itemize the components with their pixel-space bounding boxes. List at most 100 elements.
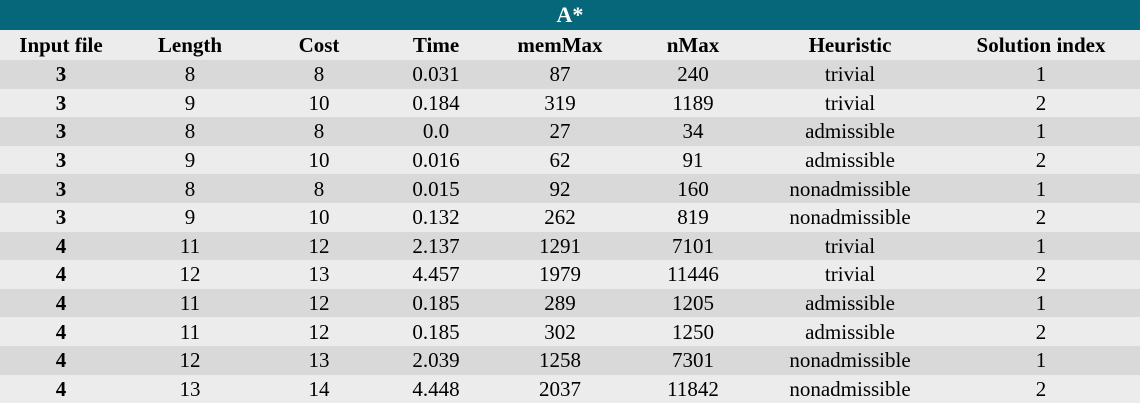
memmax-cell: 1979 (492, 260, 628, 289)
input-file-cell: 3 (0, 202, 122, 232)
table-row: 3 9 10 0.016 62 91 admissible 2 (0, 145, 1140, 175)
cost-cell: 8 (258, 117, 380, 146)
memmax-cell: 319 (492, 88, 628, 118)
nmax-cell: 1189 (628, 88, 758, 118)
heuristic-cell: admissible (758, 317, 942, 346)
header-row: Input file Length Cost Time memMax nMax … (0, 30, 1140, 60)
cost-cell: 10 (258, 145, 380, 175)
heuristic-cell: nonadmissible (758, 374, 942, 403)
cost-cell: 12 (258, 317, 380, 346)
header-time: Time (380, 30, 492, 60)
input-file-cell: 4 (0, 231, 122, 261)
table-row: 4 12 13 2.039 1258 7301 nonadmissible 1 (0, 345, 1140, 375)
input-file-cell: 4 (0, 374, 122, 403)
nmax-cell: 7101 (628, 231, 758, 261)
nmax-cell: 11446 (628, 260, 758, 289)
time-cell: 0.0 (380, 117, 492, 146)
length-cell: 8 (122, 60, 258, 89)
solution-index-cell: 1 (942, 345, 1140, 375)
time-cell: 0.132 (380, 202, 492, 232)
time-cell: 0.185 (380, 317, 492, 346)
time-cell: 2.039 (380, 345, 492, 375)
nmax-cell: 1250 (628, 317, 758, 346)
input-file-cell: 3 (0, 117, 122, 146)
input-file-cell: 4 (0, 317, 122, 346)
cost-cell: 8 (258, 60, 380, 89)
input-file-cell: 4 (0, 288, 122, 318)
heuristic-cell: trivial (758, 88, 942, 118)
input-file-cell: 3 (0, 174, 122, 203)
length-cell: 12 (122, 345, 258, 375)
heuristic-cell: nonadmissible (758, 345, 942, 375)
time-cell: 0.015 (380, 174, 492, 203)
time-cell: 0.184 (380, 88, 492, 118)
memmax-cell: 262 (492, 202, 628, 232)
length-cell: 11 (122, 231, 258, 261)
heuristic-cell: nonadmissible (758, 202, 942, 232)
heuristic-cell: admissible (758, 145, 942, 175)
header-nmax: nMax (628, 30, 758, 60)
table-row: 4 11 12 0.185 302 1250 admissible 2 (0, 317, 1140, 346)
nmax-cell: 1205 (628, 288, 758, 318)
memmax-cell: 62 (492, 145, 628, 175)
solution-index-cell: 2 (942, 202, 1140, 232)
length-cell: 12 (122, 260, 258, 289)
heuristic-cell: trivial (758, 231, 942, 261)
solution-index-cell: 2 (942, 145, 1140, 175)
nmax-cell: 160 (628, 174, 758, 203)
solution-index-cell: 1 (942, 288, 1140, 318)
length-cell: 11 (122, 317, 258, 346)
time-cell: 0.016 (380, 145, 492, 175)
nmax-cell: 11842 (628, 374, 758, 403)
time-cell: 4.448 (380, 374, 492, 403)
time-cell: 2.137 (380, 231, 492, 261)
nmax-cell: 7301 (628, 345, 758, 375)
nmax-cell: 34 (628, 117, 758, 146)
cost-cell: 10 (258, 88, 380, 118)
memmax-cell: 289 (492, 288, 628, 318)
table-row: 4 11 12 0.185 289 1205 admissible 1 (0, 288, 1140, 318)
cost-cell: 10 (258, 202, 380, 232)
nmax-cell: 240 (628, 60, 758, 89)
memmax-cell: 302 (492, 317, 628, 346)
input-file-cell: 3 (0, 88, 122, 118)
input-file-cell: 4 (0, 345, 122, 375)
cost-cell: 12 (258, 288, 380, 318)
table-body: 3 8 8 0.031 87 240 trivial 1 3 9 10 0.184 319 1189 tri… (0, 60, 1140, 403)
input-file-cell: 3 (0, 145, 122, 175)
memmax-cell: 92 (492, 174, 628, 203)
solution-index-cell: 2 (942, 374, 1140, 403)
input-file-cell: 4 (0, 260, 122, 289)
solution-index-cell: 2 (942, 260, 1140, 289)
solution-index-cell: 1 (942, 60, 1140, 89)
solution-index-cell: 2 (942, 317, 1140, 346)
header-cost: Cost (258, 30, 380, 60)
table-row: 4 11 12 2.137 1291 7101 trivial 1 (0, 231, 1140, 261)
header-memmax: memMax (492, 30, 628, 60)
table-row: 3 8 8 0.0 27 34 admissible 1 (0, 117, 1140, 146)
header-length: Length (122, 30, 258, 60)
table-title: A* (0, 0, 1140, 30)
length-cell: 9 (122, 88, 258, 118)
cost-cell: 8 (258, 174, 380, 203)
time-cell: 0.031 (380, 60, 492, 89)
results-table: Input file Length Cost Time memMax nMax … (0, 30, 1140, 403)
heuristic-cell: trivial (758, 260, 942, 289)
length-cell: 9 (122, 145, 258, 175)
cost-cell: 13 (258, 345, 380, 375)
solution-index-cell: 1 (942, 231, 1140, 261)
heuristic-cell: admissible (758, 288, 942, 318)
solution-index-cell: 2 (942, 88, 1140, 118)
memmax-cell: 1258 (492, 345, 628, 375)
input-file-cell: 3 (0, 60, 122, 89)
length-cell: 8 (122, 174, 258, 203)
table-row: 4 13 14 4.448 2037 11842 nonadmissible 2 (0, 374, 1140, 403)
header-heuristic: Heuristic (758, 30, 942, 60)
nmax-cell: 819 (628, 202, 758, 232)
heuristic-cell: admissible (758, 117, 942, 146)
heuristic-cell: trivial (758, 60, 942, 89)
table-row: 3 8 8 0.031 87 240 trivial 1 (0, 60, 1140, 89)
heuristic-cell: nonadmissible (758, 174, 942, 203)
cost-cell: 13 (258, 260, 380, 289)
cost-cell: 12 (258, 231, 380, 261)
